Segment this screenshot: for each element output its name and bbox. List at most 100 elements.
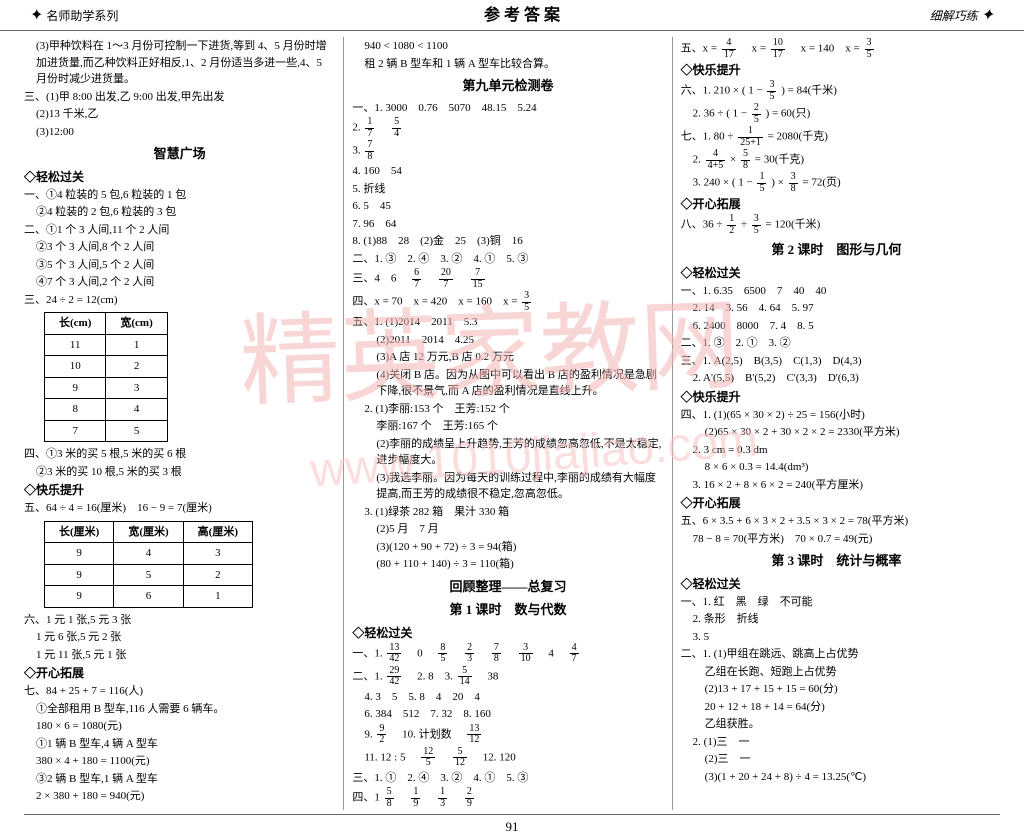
c1-e5: ③5 个 3 人间,5 个 2 人间	[24, 257, 335, 274]
c2-l6: 6. 5 45	[352, 198, 663, 215]
c3-happy: ◇快乐提升	[681, 61, 992, 79]
c3-l24: 二、1. (1)甲组在跳远、跳高上占优势	[681, 646, 992, 663]
c2-l1: 一、1. 3000 0.76 5070 48.15 5.24	[352, 100, 663, 117]
c2-l22: (3)(120 + 90 + 72) ÷ 3 = 94(箱)	[352, 539, 663, 556]
c3-l25: 乙组在长跑、短跑上占优势	[681, 664, 992, 681]
c2-l14: (3)A 店 12 万元,B 店 0.2 万元	[352, 349, 663, 366]
c3-l17: 8 × 6 × 0.3 = 14.4(dm³)	[681, 459, 992, 476]
c3-l3: 2. 36 ÷ ( 1 − 25 ) = 60(只)	[681, 103, 992, 125]
c3-l23: 3. 5	[681, 629, 992, 646]
c1-p9: 1 元 6 张,5 元 2 张	[24, 629, 335, 646]
c3-l1: 五、x = 417 x = 1017 x = 140 x = 35	[681, 38, 992, 60]
c2-p2: 租 2 辆 B 型车和 1 辆 A 型车比较合算。	[352, 56, 663, 73]
c3-open2: ◇开心拓展	[681, 494, 992, 512]
c2-l16: 2. (1)李丽:153 个 王芳:152 个	[352, 401, 663, 418]
c1-p1: (3)甲种饮料在 1～3 月份可控制一下进货,等到 4、5 月份时增加进货量,而…	[24, 38, 335, 88]
c2-l3: 3. 78	[352, 140, 663, 162]
c2-l17: 李丽:167 个 王芳:165 个	[352, 418, 663, 435]
c3-l12: 三、1. A(2,5) B(3,5) C(1,3) D(4,3)	[681, 353, 992, 370]
c2-l2: 2. 17 54	[352, 117, 663, 139]
c1-e1: 一、①4 粒装的 5 包,6 粒装的 1 包	[24, 187, 335, 204]
lesson1-title: 第 1 课时 数与代数	[352, 600, 663, 620]
page-number: 91	[24, 814, 1000, 837]
c3-l8: 一、1. 6.35 6500 7 40 40	[681, 283, 992, 300]
c2-l5: 5. 折线	[352, 181, 663, 198]
c2-r2: 二、1. 2942 2. 8 3. 514 38	[352, 666, 663, 688]
c3-l21: 一、1. 红 黑 绿 不可能	[681, 594, 992, 611]
c2-r6: 11. 12 : 5 125 512 12. 120	[352, 747, 663, 769]
c2-l23: (80 + 110 + 140) ÷ 3 = 110(箱)	[352, 556, 663, 573]
c3-l29: 2. (1)三 一	[681, 734, 992, 751]
c2-l13: (2)2011 2014 4.25	[352, 332, 663, 349]
c3-l2: 六、1. 210 × ( 1 − 35 ) = 84(千米)	[681, 80, 992, 102]
c2-p1: 940 < 1080 < 1100	[352, 38, 663, 55]
column-2: 940 < 1080 < 1100 租 2 辆 B 型车和 1 辆 A 型车比较…	[352, 37, 672, 810]
c2-l18: (2)李丽的成绩呈上升趋势,王芳的成绩忽高忽低,不是太稳定,进步幅度大。	[352, 436, 663, 469]
c2-r7: 三、1. ① 2. ④ 3. ② 4. ① 5. ③	[352, 770, 663, 787]
decoration-left-icon: ✦	[30, 7, 43, 24]
table-1: 长(cm)宽(cm) 111 102 93 84 75	[44, 312, 168, 442]
unit9-title: 第九单元检测卷	[352, 76, 663, 96]
table-2: 长(厘米)宽(厘米)高(厘米) 943 952 961	[44, 521, 253, 608]
header-right: 细解巧练 ✦	[930, 4, 994, 28]
c2-r5: 9. 92 10. 计划数 1312	[352, 724, 663, 746]
c3-l26: (2)13 + 17 + 15 + 15 = 60(分)	[681, 681, 992, 698]
c2-l19: (3)我选李丽。因为每天的训练过程中,李丽的成绩有大幅度提高,而王芳的成绩很不稳…	[352, 470, 663, 503]
c1-p17: 2 × 380 + 180 = 940(元)	[24, 788, 335, 805]
c1-easy-title: ◇轻松过关	[24, 168, 335, 186]
c1-p10: 1 元 11 张,5 元 1 张	[24, 647, 335, 664]
c3-easy: ◇轻松过关	[681, 264, 992, 282]
c1-p16: ③2 辆 B 型车,1 辆 A 型车	[24, 771, 335, 788]
c3-l9: 2. 14 3. 56 4. 64 5. 97	[681, 300, 992, 317]
header-left: ✦ 名师助学系列	[30, 4, 118, 28]
c1-e2: ②4 粒装的 2 包,6 粒装的 3 包	[24, 204, 335, 221]
c3-l30: (2)三 一	[681, 751, 992, 768]
c2-l10: 三、4 6 67 207 715	[352, 268, 663, 290]
c1-happy: ◇快乐提升	[24, 481, 335, 499]
header-center: 参考答案	[484, 4, 564, 28]
c2-r3: 4. 3 5 5. 8 4 20 4	[352, 689, 663, 706]
c1-p6: ②3 米的买 10 根,5 米的买 3 根	[24, 464, 335, 481]
c1-p2: 三、(1)甲 8:00 出发,乙 9:00 出发,甲先出发	[24, 89, 335, 106]
c1-e7: 三、24 ÷ 2 = 12(cm)	[24, 292, 335, 309]
c3-l19: 五、6 × 3.5 + 6 × 3 × 2 + 3.5 × 3 × 2 = 78…	[681, 513, 992, 530]
decoration-right-icon: ✦	[981, 7, 994, 24]
c1-e4: ②3 个 3 人间,8 个 2 人间	[24, 239, 335, 256]
c2-l21: (2)5 月 7 月	[352, 521, 663, 538]
lesson3-title: 第 3 课时 统计与概率	[681, 551, 992, 571]
c3-l14: 四、1. (1)(65 × 30 × 2) ÷ 25 = 156(小时)	[681, 407, 992, 424]
c3-l13: 2. A'(5,5) B'(5,2) C'(3,3) D'(6,3)	[681, 370, 992, 387]
c1-p7: 五、64 ÷ 4 = 16(厘米) 16 − 9 = 7(厘米)	[24, 500, 335, 517]
c3-l15: (2)65 × 30 × 2 + 30 × 2 × 2 = 2330(平方米)	[681, 424, 992, 441]
c1-p5: 四、①3 米的买 5 根,5 米的买 6 根	[24, 446, 335, 463]
c2-l12: 五、1. (1)2014 2011 5.3	[352, 314, 663, 331]
c3-l31: (3)(1 + 20 + 24 + 8) ÷ 4 = 13.25(℃)	[681, 769, 992, 786]
c1-p15: 380 × 4 + 180 = 1100(元)	[24, 753, 335, 770]
c3-l20: 78 − 8 = 70(平方米) 70 × 0.7 = 49(元)	[681, 531, 992, 548]
c1-p4: (3)12:00	[24, 124, 335, 141]
c3-l22: 2. 条形 折线	[681, 611, 992, 628]
c3-l4: 七、1. 80 ÷ 125+1 = 2080(千克)	[681, 126, 992, 148]
c3-l16: 2. 3 cm = 0.3 dm	[681, 442, 992, 459]
review-title: 回顾整理——总复习	[352, 577, 663, 597]
c1-open: ◇开心拓展	[24, 664, 335, 682]
c3-l6: 3. 240 × ( 1 − 15 ) × 38 = 72(页)	[681, 172, 992, 194]
wisdom-title: 智慧广场	[24, 144, 335, 164]
c1-e3: 二、①1 个 3 人间,11 个 2 人间	[24, 222, 335, 239]
c3-l7: 八、36 ÷ 12 ÷ 35 = 120(千米)	[681, 214, 992, 236]
c1-p14: ①1 辆 B 型车,4 辆 A 型车	[24, 736, 335, 753]
c3-l18: 3. 16 × 2 + 8 × 6 × 2 = 240(平方厘米)	[681, 477, 992, 494]
c3-easy2: ◇轻松过关	[681, 575, 992, 593]
c3-l28: 乙组获胜。	[681, 716, 992, 733]
c3-l10: 6. 2400 8000 7. 4 8. 5	[681, 318, 992, 335]
c2-l7: 7. 96 64	[352, 216, 663, 233]
c3-l11: 二、1. ③ 2. ① 3. ②	[681, 335, 992, 352]
column-1: (3)甲种饮料在 1～3 月份可控制一下进货,等到 4、5 月份时增加进货量,而…	[24, 37, 344, 810]
column-3: 五、x = 417 x = 1017 x = 140 x = 35 ◇快乐提升 …	[681, 37, 1000, 810]
c2-l8: 8. (1)88 28 (2)金 25 (3)铜 16	[352, 233, 663, 250]
c2-r4: 6. 384 512 7. 32 8. 160	[352, 706, 663, 723]
c1-p12: ①全部租用 B 型车,116 人需要 6 辆车。	[24, 701, 335, 718]
c2-easy: ◇轻松过关	[352, 624, 663, 642]
c2-l11: 四、x = 70 x = 420 x = 160 x = 35	[352, 291, 663, 313]
c2-l4: 4. 160 54	[352, 163, 663, 180]
